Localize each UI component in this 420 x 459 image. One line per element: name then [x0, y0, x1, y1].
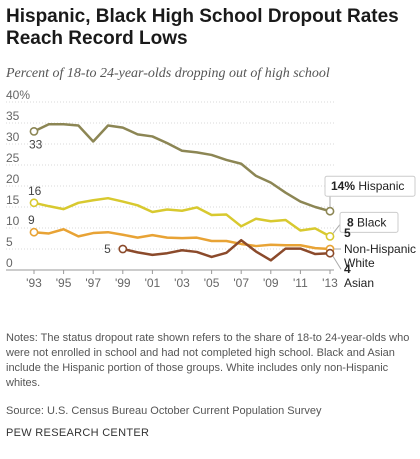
series-end-name: Non-Hispanic — [344, 242, 416, 256]
series-start-marker — [118, 244, 128, 254]
gridlines — [6, 101, 334, 271]
series-end-marker — [325, 206, 335, 216]
label-box — [324, 175, 416, 197]
series-start-marker — [29, 127, 39, 136]
series-end-value: 4 — [344, 262, 351, 276]
series-start-label: 33 — [29, 137, 43, 151]
chart-notes: Notes: The status dropout rate shown ref… — [6, 332, 410, 389]
x-tick-label: '93 — [26, 276, 42, 290]
chart-title: Hispanic, Black High School Dropout Rate… — [6, 6, 399, 49]
series-end-name: White — [344, 256, 375, 270]
y-tick-label: 40% — [6, 88, 30, 102]
series-end-value: 5 — [344, 226, 351, 240]
x-tick-label: '99 — [115, 276, 131, 290]
x-tick-label: '97 — [85, 276, 101, 290]
y-tick-label: 25 — [6, 151, 20, 165]
series-end-marker — [325, 231, 335, 241]
series-start-marker — [29, 198, 39, 208]
y-tick-label: 5 — [6, 235, 13, 249]
series-end-name: Asian — [344, 276, 374, 290]
series-end-marker — [325, 248, 335, 258]
y-tick-label: 0 — [6, 256, 13, 270]
series-line — [33, 196, 331, 238]
y-axis-ticks: 0 5 10 15 20 25 30 35 40% — [6, 88, 30, 270]
chart-subtitle: Percent of 18-to 24-year-olds dropping o… — [6, 66, 330, 81]
series-start-marker — [29, 227, 39, 237]
label-leader — [332, 255, 342, 270]
series-start-label: 16 — [28, 184, 42, 198]
y-tick-label: 15 — [6, 193, 20, 207]
y-tick-label: 10 — [6, 214, 20, 228]
series-end-label: 14% Hispanic — [331, 179, 404, 193]
label-box — [339, 211, 399, 233]
series-start-label: 9 — [28, 213, 35, 227]
x-tick-label: '03 — [174, 276, 190, 290]
publisher-name: PEW RESEARCH CENTER — [6, 427, 150, 439]
series-lines — [29, 123, 335, 262]
y-tick-label: 20 — [6, 172, 20, 186]
x-tick-label: '13 — [322, 276, 338, 290]
x-tick-label: '95 — [56, 276, 72, 290]
y-tick-label: 30 — [6, 130, 20, 144]
x-tick-label: '11 — [293, 276, 308, 290]
x-tick-label: '01 — [145, 276, 161, 290]
x-axis-ticks: '93 '95 '97 '99 '01 '03 '05 '07 '09 '11 '13 — [26, 270, 338, 290]
x-tick-label: '07 — [233, 276, 249, 290]
series-end-label: 8 Black — [347, 215, 387, 229]
y-tick-label: 35 — [6, 109, 20, 123]
x-tick-label: '05 — [204, 276, 220, 290]
series-start-label: 5 — [104, 242, 111, 256]
label-leader — [332, 224, 341, 234]
series-line — [33, 123, 331, 213]
chart-source: Source: U.S. Census Bureau October Curre… — [6, 405, 322, 417]
series-line — [33, 228, 331, 251]
series-line — [122, 238, 331, 262]
x-tick-label: '09 — [263, 276, 279, 290]
